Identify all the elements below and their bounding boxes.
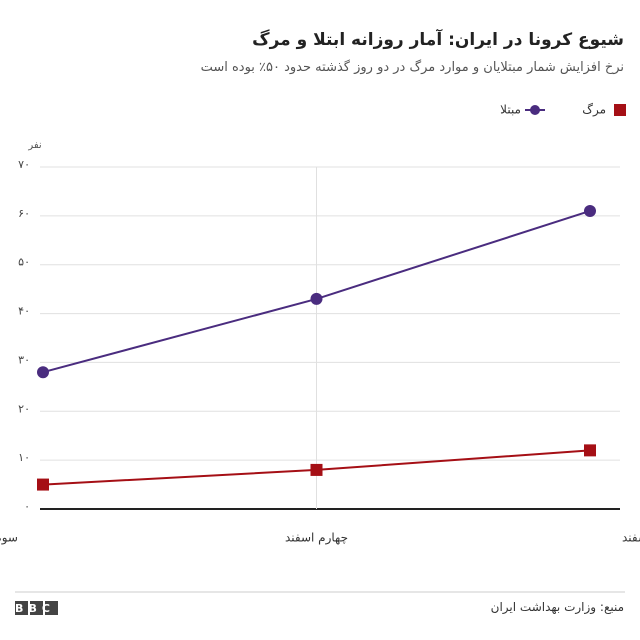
point [310, 463, 323, 476]
point [37, 366, 49, 379]
point [584, 204, 596, 217]
logo-box [45, 601, 58, 615]
legend-marker [530, 105, 540, 115]
point [584, 444, 596, 457]
y-tick-label: ۶۰ [18, 207, 30, 220]
legend-label: مرگ [582, 103, 606, 118]
y-tick-label: ۷۰ [18, 158, 30, 171]
source: منبع: وزارت بهداشت ایران [490, 600, 624, 614]
x-tick-label: سوم اسفند [0, 531, 18, 546]
point [310, 292, 323, 305]
y-tick-label: ۲۰ [18, 402, 30, 415]
x-tick-label: پنجم اسفند [622, 531, 640, 545]
logo-text: BBC [15, 602, 57, 615]
y-tick-label: ۳۰ [18, 353, 30, 366]
y-tick-label: ۰ [24, 500, 30, 513]
chart-title: شیوع کرونا در ایران: آمار روزانه ابتلا و… [252, 30, 624, 50]
y-axis-label: نفر [27, 140, 41, 151]
legend-label: مبتلا [500, 103, 521, 117]
x-tick-label: چهارم اسفند [285, 531, 348, 546]
point [37, 478, 49, 491]
y-tick-label: ۱۰ [18, 451, 30, 464]
y-tick-label: ۵۰ [18, 256, 30, 269]
logo: BBC [15, 601, 58, 615]
logo-box [15, 601, 28, 615]
y-tick-label: ۴۰ [18, 305, 30, 318]
chart-subtitle: نرخ افزایش شمار مبتلایان و موارد مرگ در … [200, 60, 624, 75]
logo-box [30, 601, 43, 615]
legend-marker [614, 104, 626, 116]
